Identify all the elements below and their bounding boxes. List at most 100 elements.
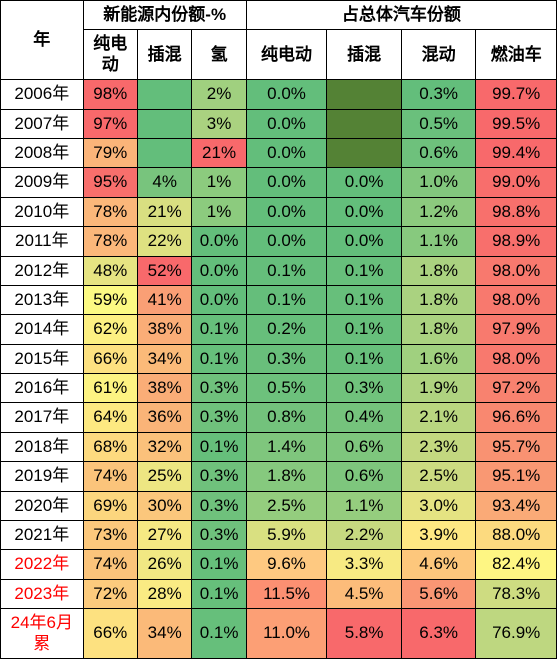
- header-tot-hev: 混动: [401, 30, 476, 80]
- header-group-total: 占总体汽车份额: [246, 1, 556, 30]
- data-cell: 97%: [83, 109, 137, 138]
- data-cell: 0.0%: [246, 80, 327, 109]
- data-cell: 0.0%: [246, 109, 327, 138]
- year-cell: 2008年: [1, 138, 84, 167]
- data-cell: 0.1%: [327, 344, 402, 373]
- data-cell: 0.0%: [246, 227, 327, 256]
- year-cell: 2023年: [1, 579, 84, 608]
- data-cell: 3.3%: [327, 550, 402, 579]
- data-cell: [137, 80, 191, 109]
- data-cell: 32%: [137, 432, 191, 461]
- data-cell: 0.0%: [246, 138, 327, 167]
- data-cell: 0.0%: [192, 227, 246, 256]
- year-cell: 2018年: [1, 432, 84, 461]
- data-cell: 0.3%: [192, 521, 246, 550]
- data-cell: 52%: [137, 256, 191, 285]
- data-cell: 1.4%: [246, 432, 327, 461]
- data-cell: 0.0%: [327, 227, 402, 256]
- data-cell: 0.1%: [192, 609, 246, 659]
- data-cell: 0.3%: [192, 491, 246, 520]
- data-cell: 5.6%: [401, 579, 476, 608]
- year-cell: 2021年: [1, 521, 84, 550]
- table-row: 2023年72%28%0.1%11.5%4.5%5.6%78.3%: [1, 579, 557, 608]
- data-cell: 1.6%: [401, 344, 476, 373]
- data-cell: 0.1%: [192, 579, 246, 608]
- data-cell: 1.9%: [401, 374, 476, 403]
- data-cell: 82.4%: [476, 550, 557, 579]
- data-cell: 78%: [83, 227, 137, 256]
- table-header: 年 新能源内份额-% 占总体汽车份额 纯电动 插混 氢 纯电动 插混 混动 燃油…: [1, 1, 557, 80]
- data-cell: 11.0%: [246, 609, 327, 659]
- data-cell: 1.8%: [401, 285, 476, 314]
- data-cell: 2.5%: [246, 491, 327, 520]
- data-cell: 0.0%: [327, 168, 402, 197]
- data-cell: 0.1%: [192, 432, 246, 461]
- data-cell: 2.1%: [401, 403, 476, 432]
- data-cell: 98%: [83, 80, 137, 109]
- data-cell: 69%: [83, 491, 137, 520]
- data-cell: 21%: [192, 138, 246, 167]
- data-cell: 1.0%: [401, 168, 476, 197]
- data-cell: 74%: [83, 462, 137, 491]
- year-cell: 2007年: [1, 109, 84, 138]
- data-cell: 1.8%: [246, 462, 327, 491]
- data-cell: 0.1%: [192, 550, 246, 579]
- data-cell: 73%: [83, 521, 137, 550]
- data-cell: 0.8%: [246, 403, 327, 432]
- data-cell: 36%: [137, 403, 191, 432]
- year-cell: 2011年: [1, 227, 84, 256]
- data-cell: 78%: [83, 197, 137, 226]
- data-cell: 5.9%: [246, 521, 327, 550]
- table-row: 2017年64%36%0.3%0.8%0.4%2.1%96.6%: [1, 403, 557, 432]
- data-cell: [327, 109, 402, 138]
- data-cell: 0.1%: [327, 256, 402, 285]
- table-row: 2009年95%4%1%0.0%0.0%1.0%99.0%: [1, 168, 557, 197]
- data-cell: 78.3%: [476, 579, 557, 608]
- data-cell: [137, 138, 191, 167]
- data-cell: 0.3%: [401, 80, 476, 109]
- data-cell: 25%: [137, 462, 191, 491]
- data-cell: 95%: [83, 168, 137, 197]
- data-cell: 64%: [83, 403, 137, 432]
- data-cell: 3%: [192, 109, 246, 138]
- data-cell: 62%: [83, 315, 137, 344]
- data-cell: 93.4%: [476, 491, 557, 520]
- data-cell: 0.0%: [192, 256, 246, 285]
- data-cell: 0.0%: [327, 197, 402, 226]
- data-cell: [137, 109, 191, 138]
- header-tot-ice: 燃油车: [476, 30, 557, 80]
- data-cell: 96.6%: [476, 403, 557, 432]
- data-cell: 6.3%: [401, 609, 476, 659]
- data-cell: 48%: [83, 256, 137, 285]
- header-nev-bev: 纯电动: [83, 30, 137, 80]
- table-row: 24年6月累66%34%0.1%11.0%5.8%6.3%76.9%: [1, 609, 557, 659]
- data-cell: 30%: [137, 491, 191, 520]
- header-nev-h2: 氢: [192, 30, 246, 80]
- data-cell: 2.5%: [401, 462, 476, 491]
- data-cell: 9.6%: [246, 550, 327, 579]
- year-cell: 2006年: [1, 80, 84, 109]
- data-cell: 1.1%: [327, 491, 402, 520]
- header-group-nev: 新能源内份额-%: [83, 1, 246, 30]
- data-cell: 99.7%: [476, 80, 557, 109]
- data-cell: 0.3%: [327, 374, 402, 403]
- header-nev-phev: 插混: [137, 30, 191, 80]
- data-cell: 98.0%: [476, 285, 557, 314]
- data-cell: 1.2%: [401, 197, 476, 226]
- header-tot-phev: 插混: [327, 30, 402, 80]
- year-cell: 2015年: [1, 344, 84, 373]
- data-cell: 11.5%: [246, 579, 327, 608]
- data-cell: 28%: [137, 579, 191, 608]
- data-cell: 0.1%: [246, 256, 327, 285]
- data-cell: 0.3%: [192, 462, 246, 491]
- data-cell: 79%: [83, 138, 137, 167]
- year-cell: 24年6月累: [1, 609, 84, 659]
- year-cell: 2012年: [1, 256, 84, 285]
- data-cell: 1.1%: [401, 227, 476, 256]
- table-row: 2014年62%38%0.1%0.2%0.1%1.8%97.9%: [1, 315, 557, 344]
- data-cell: 0.1%: [192, 344, 246, 373]
- data-cell: 68%: [83, 432, 137, 461]
- data-cell: 88.0%: [476, 521, 557, 550]
- data-cell: 0.3%: [192, 374, 246, 403]
- data-cell: 99.5%: [476, 109, 557, 138]
